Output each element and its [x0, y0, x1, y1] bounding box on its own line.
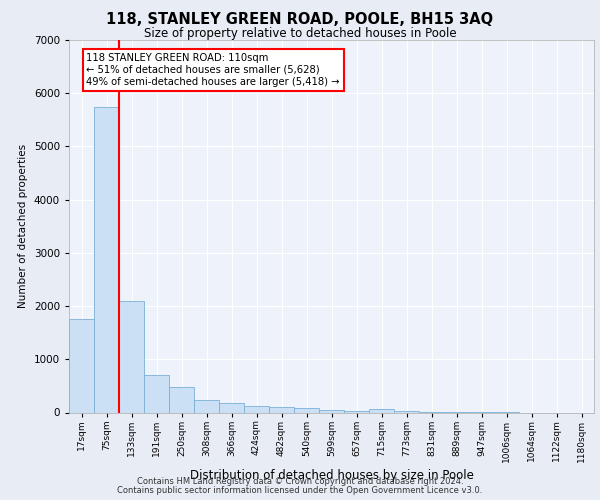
Bar — [144, 375, 169, 412]
Text: Contains HM Land Registry data © Crown copyright and database right 2024.: Contains HM Land Registry data © Crown c… — [137, 477, 463, 486]
Text: 118 STANLEY GREEN ROAD: 110sqm
← 51% of detached houses are smaller (5,628)
49% : 118 STANLEY GREEN ROAD: 110sqm ← 51% of … — [86, 54, 340, 86]
Bar — [244, 406, 269, 412]
Bar — [94, 106, 119, 412]
Bar — [169, 387, 194, 412]
Bar — [344, 411, 369, 412]
Bar — [69, 320, 94, 412]
Text: 118, STANLEY GREEN ROAD, POOLE, BH15 3AQ: 118, STANLEY GREEN ROAD, POOLE, BH15 3AQ — [106, 12, 494, 28]
Text: Contains public sector information licensed under the Open Government Licence v3: Contains public sector information licen… — [118, 486, 482, 495]
Bar — [219, 403, 244, 412]
Bar — [369, 409, 394, 412]
Y-axis label: Number of detached properties: Number of detached properties — [18, 144, 28, 308]
Bar — [119, 300, 144, 412]
Bar — [319, 410, 344, 412]
Bar — [194, 400, 219, 412]
Text: Size of property relative to detached houses in Poole: Size of property relative to detached ho… — [143, 28, 457, 40]
Bar — [294, 408, 319, 412]
X-axis label: Distribution of detached houses by size in Poole: Distribution of detached houses by size … — [190, 468, 473, 481]
Bar — [269, 407, 294, 412]
